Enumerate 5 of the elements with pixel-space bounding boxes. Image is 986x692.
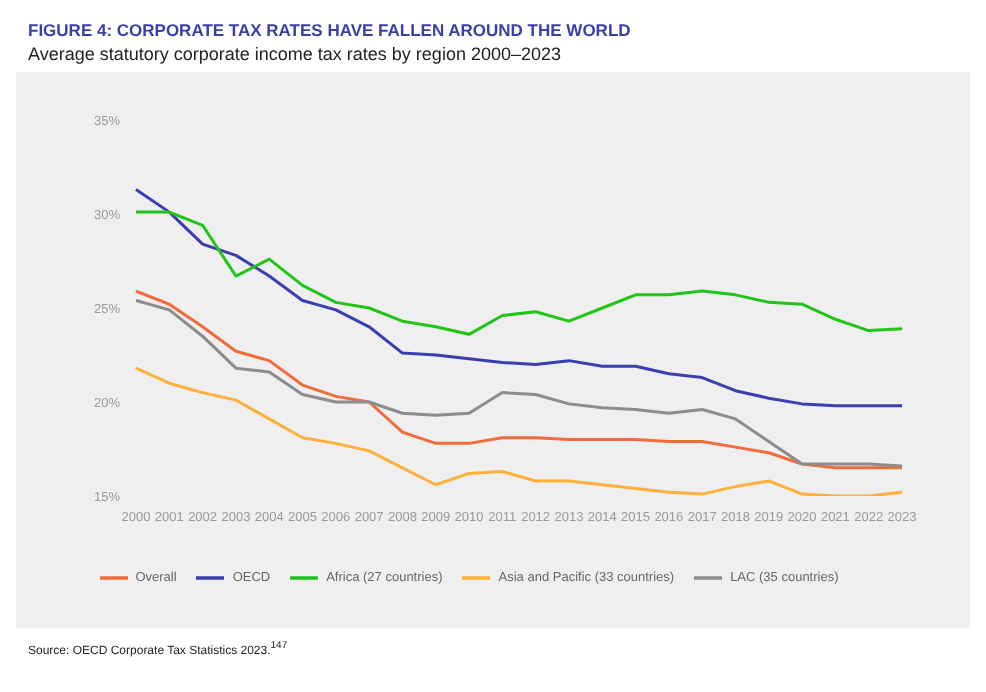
chart-title: FIGURE 4: CORPORATE TAX RATES HAVE FALLEN AROUND THE WORLD	[26, 18, 633, 40]
line-series	[134, 210, 904, 336]
line-series	[134, 366, 904, 496]
chart-subtitle: Average statutory corporate income tax rates by region 2000–2023	[26, 42, 563, 68]
line-series	[134, 188, 904, 408]
